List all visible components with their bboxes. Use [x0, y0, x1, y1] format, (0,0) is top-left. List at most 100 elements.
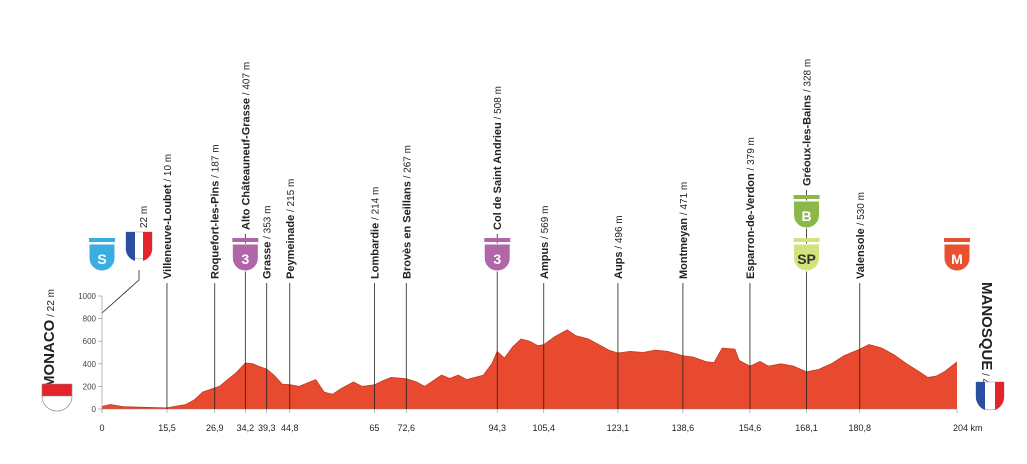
x-tick-label: 105,4 [532, 423, 555, 433]
start-name: MONACO [41, 319, 58, 388]
start-elevation: / 22 m [46, 289, 57, 317]
y-tick-label: 0 [92, 405, 97, 414]
waypoint-elevation: / 471 m [679, 182, 690, 215]
x-tick-label: 180,8 [848, 423, 871, 433]
x-tick-label: 44,8 [281, 423, 299, 433]
waypoint-elevation: / 328 m [803, 59, 814, 92]
badge-label: 3 [493, 251, 501, 267]
start-pointer [101, 270, 140, 314]
badge-top [793, 195, 820, 199]
x-tick-label: 39,3 [258, 423, 276, 433]
finish-name: MANOSQUE [978, 282, 995, 370]
waypoint-label: Gréoux-les-Bains / 328 m [802, 59, 814, 186]
x-tick-label: 65 [369, 423, 379, 433]
waypoint-elevation: / 379 m [746, 137, 757, 170]
badge: M [943, 238, 971, 272]
waypoint-label: Alto Châteauneuf-Grasse / 407 m [240, 62, 252, 230]
badge-top [793, 238, 820, 242]
badge-label: 3 [241, 251, 249, 267]
waypoint-name: Esparron-de-Verdon [745, 173, 757, 279]
badge-top [232, 238, 259, 242]
start-flag-marker: 22 m [101, 206, 153, 314]
waypoint-name: Grasse [262, 242, 274, 279]
start-block: MONACO / 22 m 22 m [41, 206, 153, 412]
fr-blue [125, 232, 135, 261]
waypoint-name: Aups [613, 252, 625, 280]
waypoint-elevation: / 214 m [370, 187, 381, 220]
badge-top [484, 238, 511, 242]
fr-blue [975, 382, 985, 410]
fr-red [995, 382, 1005, 410]
badge-label: SP [797, 251, 816, 267]
waypoint-label: Col de Saint Andrieu / 508 m [492, 86, 504, 230]
profile-line [101, 329, 958, 409]
monaco-flag [41, 383, 73, 412]
badge-shape [793, 200, 821, 229]
x-tick-label: 138,6 [672, 423, 695, 433]
waypoint-elevation: / 496 m [614, 215, 625, 248]
waypoint-name: Brovès en Seillans [401, 181, 413, 279]
waypoint-name: Peymeinade [285, 215, 297, 279]
badge-label: B [801, 208, 811, 224]
waypoint-name: Col de Saint Andrieu [492, 122, 504, 230]
waypoint-name: Gréoux-les-Bains [802, 95, 814, 186]
waypoint-elevation: / 215 m [286, 179, 297, 212]
waypoint-name: Alto Châteauneuf-Grasse [240, 98, 252, 230]
x-tick-label: 26,9 [206, 423, 224, 433]
waypoint-label: Roquefort-les-Pins / 187 m [210, 144, 222, 279]
waypoint-elevation: / 353 m [263, 206, 274, 239]
x-tick-label: 123,1 [607, 423, 630, 433]
badge: SP [793, 238, 821, 272]
y-tick-label: 200 [83, 382, 97, 391]
waypoint-label: Montmeyan / 471 m [678, 182, 690, 279]
profile-fill [102, 329, 957, 409]
waypoint-name: Montmeyan [678, 218, 690, 279]
x-tick-label: 34,2 [237, 423, 255, 433]
badge: 3 [231, 238, 259, 272]
waypoint-label: Esparron-de-Verdon / 379 m [745, 137, 757, 279]
waypoint-label: Villeneuve-Loubet / 10 m [162, 154, 174, 279]
x-tick-label: 15,5 [158, 423, 176, 433]
x-tick-label: 0 [99, 423, 104, 433]
waypoint-label: Lombardie / 214 m [369, 187, 381, 279]
waypoint-elevation: / 569 m [540, 206, 551, 239]
waypoint-elevation: / 10 m [163, 154, 174, 182]
waypoint-label: Aups / 496 m [613, 215, 625, 279]
badge-shape [88, 243, 116, 272]
waypoint-elevation: / 187 m [211, 144, 222, 177]
fr-red [143, 232, 153, 261]
start-label: MONACO / 22 m [41, 289, 58, 388]
badge-top [89, 238, 115, 242]
x-tick-label: 168,1 [795, 423, 818, 433]
waypoint-label: Ampus / 569 m [539, 206, 551, 279]
waypoint-name: Ampus [539, 242, 551, 279]
badge-shape [231, 243, 259, 272]
badge: 3 [483, 238, 511, 272]
finish-flag [975, 381, 1005, 411]
waypoint-name: Valensole [855, 228, 867, 279]
badge-shape [483, 243, 511, 272]
flag-white [41, 395, 73, 412]
waypoint-elevation: / 530 m [856, 192, 867, 225]
y-tick-label: 400 [83, 360, 97, 369]
y-tick-label: 1000 [78, 292, 96, 301]
waypoint-elevation: / 508 m [493, 86, 504, 119]
badge-label: S [97, 251, 106, 267]
x-tick-label: 94,3 [488, 423, 506, 433]
waypoint-label: Peymeinade / 215 m [285, 179, 297, 279]
x-tick-label: 154,6 [739, 423, 762, 433]
badge: B [793, 195, 821, 229]
waypoint-label: Valensole / 530 m [855, 192, 867, 279]
start-flag-elevation: 22 m [139, 206, 150, 228]
badge: S [88, 238, 116, 272]
y-tick-label: 600 [83, 337, 97, 346]
waypoint-name: Roquefort-les-Pins [210, 181, 222, 279]
finish-block: MANOSQUE / 416 m [975, 282, 1005, 411]
badge-shape [793, 243, 821, 272]
waypoint-name: Villeneuve-Loubet [162, 184, 174, 279]
badge-label: M [951, 251, 963, 267]
x-tick-label: 72,6 [398, 423, 416, 433]
x-tick-label: 204 km [953, 423, 983, 433]
waypoint-name: Lombardie [369, 223, 381, 279]
